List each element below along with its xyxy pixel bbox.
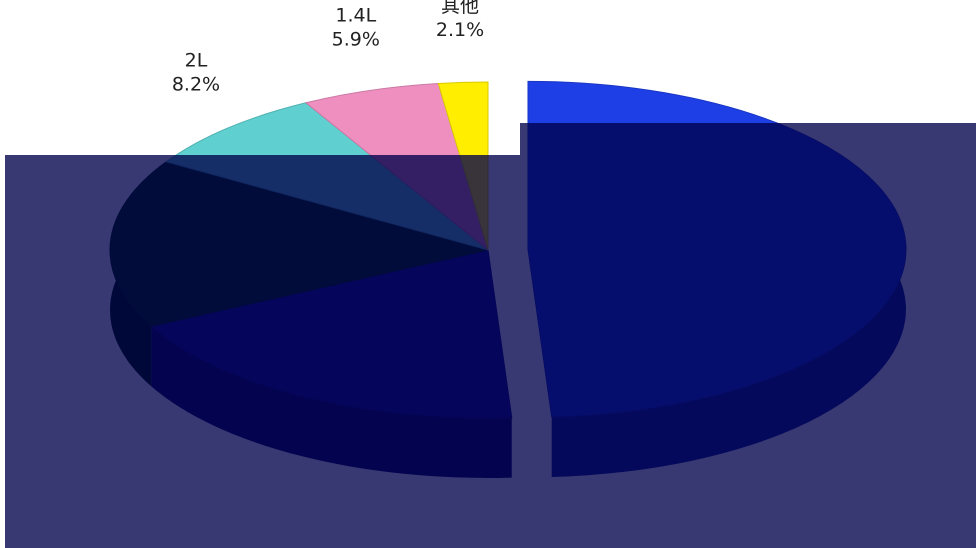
slice-value-label-4: 5.9% <box>332 29 380 51</box>
dark-overlay-band-right <box>520 123 976 155</box>
slice-label-3: 2L <box>185 49 208 71</box>
slice-label-4: 1.4L <box>335 5 376 27</box>
dark-overlay-band <box>5 155 976 548</box>
slice-value-label-5: 2.1% <box>436 19 484 41</box>
pie-labels: 2L8.2% 1.4L5.9% 其他 2.1% <box>172 0 484 95</box>
slice-value-label-3: 8.2% <box>172 73 220 95</box>
slice-label-5: 其他 <box>441 0 479 17</box>
